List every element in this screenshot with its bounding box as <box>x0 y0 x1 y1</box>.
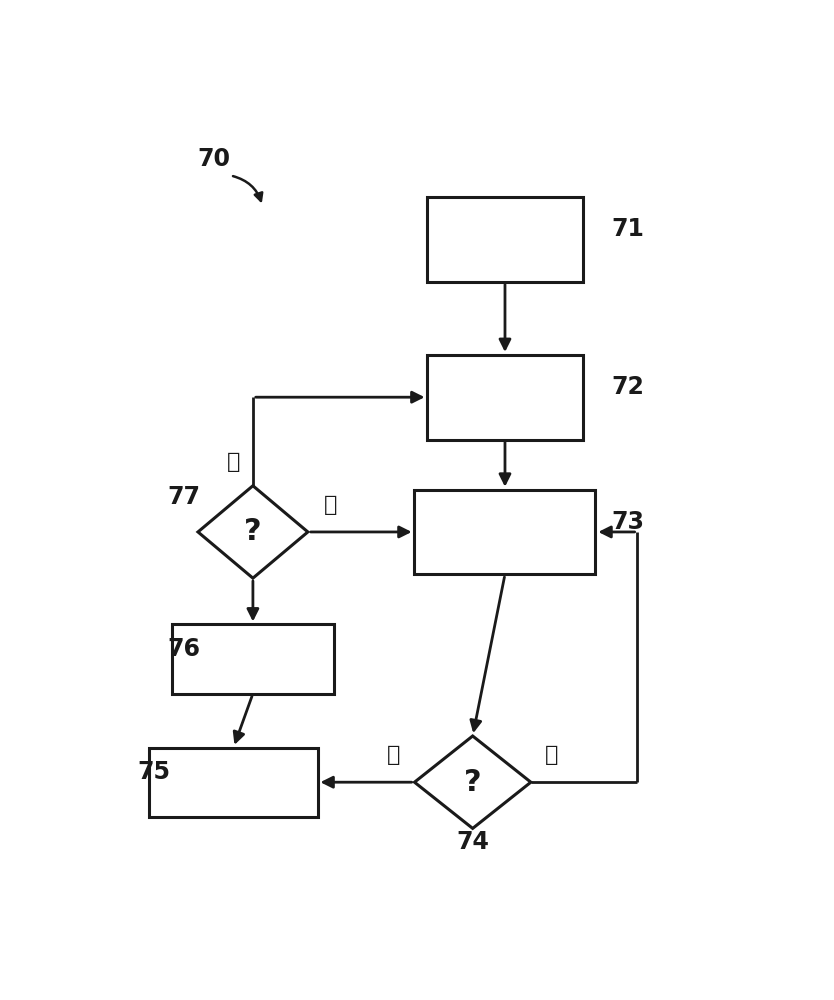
Text: 70: 70 <box>198 146 231 170</box>
Text: 75: 75 <box>138 760 171 784</box>
Polygon shape <box>414 736 530 828</box>
Bar <box>427 197 582 282</box>
Text: 否: 否 <box>324 495 338 515</box>
Bar <box>149 748 318 817</box>
Text: 76: 76 <box>168 637 201 661</box>
Text: 否: 否 <box>545 745 559 765</box>
Polygon shape <box>198 486 308 578</box>
Text: 是: 是 <box>227 452 240 472</box>
Bar <box>427 355 582 440</box>
Text: 77: 77 <box>168 485 201 509</box>
Bar <box>172 624 334 694</box>
Text: 73: 73 <box>611 510 645 534</box>
Text: ?: ? <box>244 517 262 546</box>
Text: 71: 71 <box>611 217 645 241</box>
Bar <box>414 490 595 574</box>
Text: 74: 74 <box>456 830 489 854</box>
Text: ?: ? <box>464 768 481 797</box>
Text: 72: 72 <box>611 375 645 399</box>
Text: 是: 是 <box>387 745 400 765</box>
